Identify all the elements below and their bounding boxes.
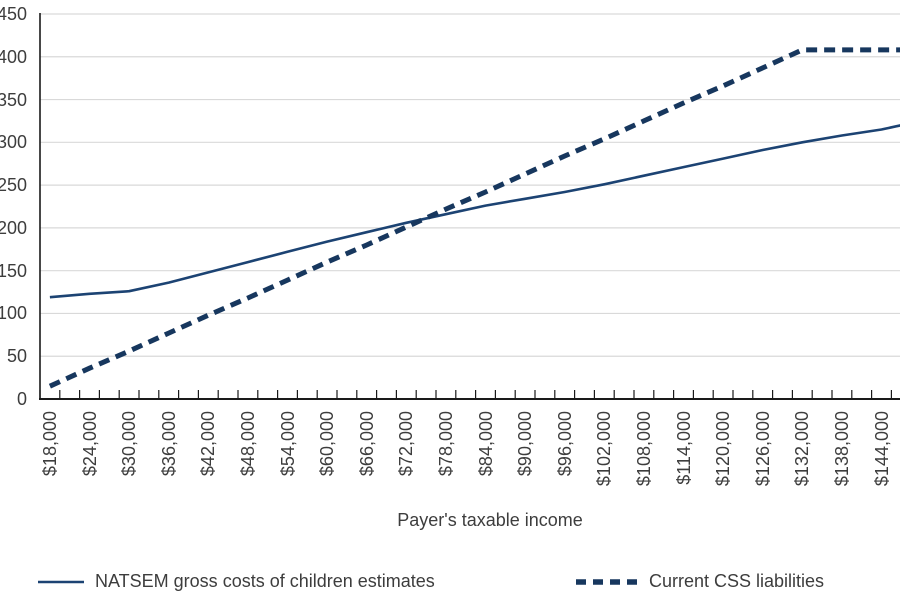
x-axis-label: $144,000 [871, 411, 892, 487]
x-axis-label: $30,000 [119, 411, 140, 477]
y-axis-label: 0 [16, 389, 27, 409]
x-axis-label: $18,000 [39, 411, 60, 477]
x-axis-label: $102,000 [594, 411, 615, 487]
x-axis-label: $90,000 [515, 411, 536, 477]
legend-label-css: Current CSS liabilities [649, 571, 825, 591]
x-axis-label: $78,000 [435, 411, 456, 477]
x-axis-title: Payer's taxable income [397, 510, 583, 530]
x-axis-label: $138,000 [831, 411, 852, 487]
x-axis-label: $114,000 [673, 411, 694, 485]
y-axis-label: 350 [0, 89, 27, 110]
x-axis-label: $96,000 [554, 411, 575, 477]
x-axis-label: $60,000 [317, 411, 338, 477]
y-axis-label: 50 [6, 346, 27, 367]
legend-swatch-dashed-line [576, 579, 642, 585]
legend-label-natsem: NATSEM gross costs of children estimates [95, 571, 435, 591]
y-axis-label: 300 [0, 132, 27, 153]
x-axis-label: $126,000 [752, 411, 773, 487]
y-axis-label: 250 [0, 175, 27, 196]
legend-swatch-solid-line [38, 580, 84, 584]
x-axis-label: $66,000 [356, 411, 377, 477]
y-axis-label: 150 [0, 260, 27, 281]
x-axis-label: $54,000 [277, 411, 298, 477]
y-axis-label: 100 [0, 303, 27, 324]
y-axis-label: 200 [0, 217, 27, 238]
x-axis-label: $42,000 [198, 411, 219, 477]
x-axis-label: $24,000 [79, 411, 100, 477]
x-axis-label: $72,000 [396, 411, 417, 477]
x-axis-label: $36,000 [158, 411, 179, 477]
x-axis-label: $108,000 [633, 411, 654, 487]
x-axis-label: $120,000 [713, 411, 734, 487]
x-axis-label: $84,000 [475, 411, 496, 477]
y-axis-label: 400 [0, 46, 27, 67]
x-axis-label: $132,000 [792, 411, 813, 487]
y-axis-label: 450 [0, 4, 27, 24]
x-axis-label: $48,000 [237, 411, 258, 477]
